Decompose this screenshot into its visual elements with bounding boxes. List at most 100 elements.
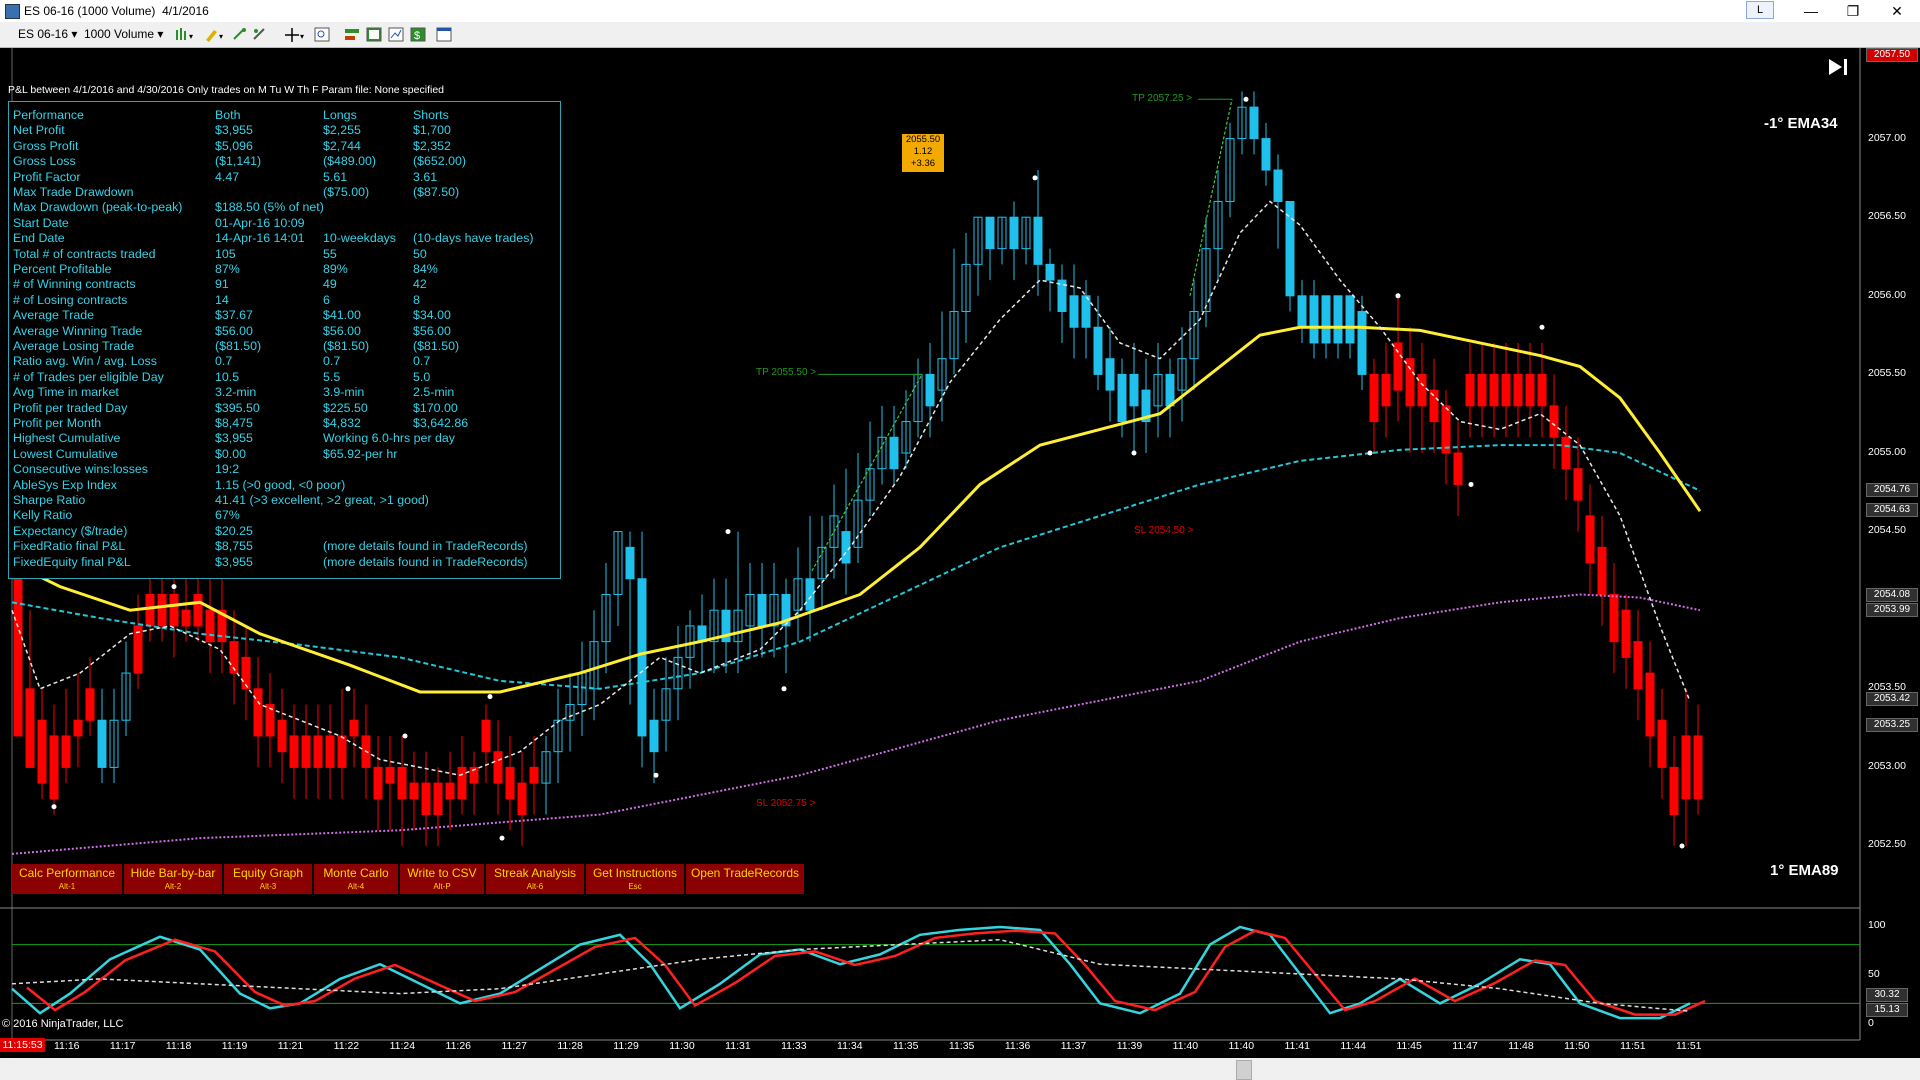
price-tag: 2053.42 (1866, 692, 1918, 706)
link-button[interactable]: L (1746, 1, 1774, 19)
trade-entry-line (1189, 99, 1233, 296)
order-marker-box[interactable]: 2055.50 1.12 +3.36 (902, 134, 944, 172)
time-tick: 11:28 (557, 1040, 583, 1052)
title-bar: ES 06-16 (1000 Volume) 4/1/2016 L — ❐ ✕ (0, 0, 1920, 22)
chart-trader-icon[interactable] (388, 27, 404, 42)
perf-cell: $56.00 (413, 323, 451, 338)
time-tick: 11:21 (277, 1040, 304, 1052)
performance-table: Performance Both Longs Shorts Net Profit $3,9… (8, 101, 561, 579)
perf-cell: ($81.50) (215, 339, 262, 353)
candle-body (445, 782, 455, 800)
perf-cell: $188.50 (5% of net) (215, 200, 324, 215)
swing-dot (487, 694, 493, 700)
perf-cell: 49 (323, 277, 337, 292)
crosshair-icon[interactable]: ▾ (284, 27, 308, 42)
candle-body (301, 735, 311, 768)
candle-body (1585, 515, 1595, 564)
perf-button-get-instructions[interactable]: Get Instructions Esc (586, 864, 684, 894)
perf-cell: $56.00 (323, 323, 361, 338)
candle-body (1189, 311, 1199, 360)
price-chart-canvas[interactable] (0, 48, 1920, 1058)
time-tick: 11:48 (1508, 1040, 1534, 1052)
candle-body (1273, 169, 1283, 202)
candle-body (385, 766, 395, 784)
candle-body (649, 719, 659, 753)
candle-body (1153, 373, 1163, 407)
candle-body (637, 578, 647, 737)
perf-cell: $4,832 (323, 416, 361, 430)
candle-body (769, 593, 779, 627)
candle-body (529, 766, 539, 784)
perf-cell: 105 (215, 246, 236, 261)
restore-icon[interactable]: ❐ (1846, 3, 1860, 19)
zoom-icon[interactable] (314, 27, 330, 42)
perf-cell: $3,642.86 (413, 416, 469, 430)
time-tick: 11:45 (1396, 1040, 1422, 1052)
add-drawing-icon[interactable] (232, 27, 248, 42)
bar-style-icon[interactable]: ▾ (174, 27, 198, 42)
properties-icon[interactable] (344, 27, 360, 42)
window-layout-icon[interactable] (436, 27, 452, 42)
candle-body (229, 641, 239, 674)
scrollbar-thumb[interactable] (1236, 1060, 1252, 1080)
perf-cell: FixedRatio final P&L (13, 539, 126, 554)
button-label: Equity Graph (232, 866, 304, 880)
candle-body (25, 688, 35, 768)
perf-button-hide-bar-by-bar[interactable]: Hide Bar-by-bar Alt-2 (124, 864, 222, 894)
perf-cell: 14 (215, 292, 229, 307)
candle-body (1237, 106, 1247, 140)
price-tag: 2054.08 (1866, 588, 1918, 602)
perf-button-monte-carlo[interactable]: Monte Carlo Alt-4 (314, 864, 398, 894)
candle-body (277, 719, 287, 753)
candle-body (1477, 373, 1487, 407)
candle-body (1225, 138, 1235, 202)
perf-cell: Total # of contracts traded (13, 246, 156, 261)
candle-body (865, 468, 875, 501)
remove-drawing-icon[interactable] (252, 27, 268, 42)
candle-body (217, 609, 227, 643)
perf-cell: ($652.00) (413, 154, 467, 169)
swing-dot (1367, 450, 1373, 456)
candle-body (1093, 326, 1103, 375)
candle-body (1561, 436, 1571, 470)
perf-button-write-to-csv[interactable]: Write to CSV Alt-P (400, 864, 484, 894)
candle-body (937, 358, 947, 391)
candle-body (1633, 641, 1643, 690)
candle-body (613, 531, 623, 595)
time-tick: 11:40 (1172, 1040, 1199, 1052)
candle-body (1165, 373, 1175, 407)
perf-cell: $20.25 (215, 523, 253, 538)
interval-selector[interactable]: 1000 Volume ▾ (84, 27, 163, 41)
dollar-icon[interactable]: $ (410, 27, 426, 42)
perf-button-equity-graph[interactable]: Equity Graph Alt-3 (224, 864, 312, 894)
candle-body (1525, 373, 1535, 407)
candle-body (601, 593, 611, 643)
candle-body (1429, 389, 1439, 423)
time-tick: 11:37 (1060, 1040, 1087, 1052)
candle-body (1141, 389, 1151, 423)
instrument-selector[interactable]: ES 06-16 ▾ (18, 27, 77, 41)
data-box-icon[interactable] (366, 27, 382, 42)
minimize-icon[interactable]: — (1804, 3, 1818, 19)
perf-button-streak-analysis[interactable]: Streak Analysis Alt-6 (486, 864, 584, 894)
candle-body (565, 704, 575, 721)
perf-button-open-traderecords[interactable]: Open TradeRecords (686, 864, 804, 894)
price-tick: 2055.50 (1868, 367, 1906, 379)
candle-body (1537, 373, 1547, 407)
pencil-icon[interactable]: ▾ (204, 27, 228, 42)
price-tag: 2054.63 (1866, 503, 1918, 517)
close-icon[interactable]: ✕ (1891, 3, 1903, 19)
perf-button-calc-performance[interactable]: Calc Performance Alt-1 (12, 864, 122, 894)
candle-body (373, 766, 383, 800)
skip-to-end-icon[interactable] (1826, 56, 1852, 78)
horizontal-scrollbar[interactable] (0, 1058, 1920, 1080)
time-tick: 11:34 (837, 1040, 863, 1052)
chart-panel[interactable] (0, 48, 1920, 1058)
candle-body (157, 593, 167, 627)
svg-text:▾: ▾ (219, 32, 223, 41)
svg-text:▾: ▾ (189, 32, 193, 41)
candle-body (949, 311, 959, 360)
candle-body (817, 546, 827, 580)
candle-body (493, 751, 503, 784)
perf-cell: 3.9-min (323, 385, 365, 400)
